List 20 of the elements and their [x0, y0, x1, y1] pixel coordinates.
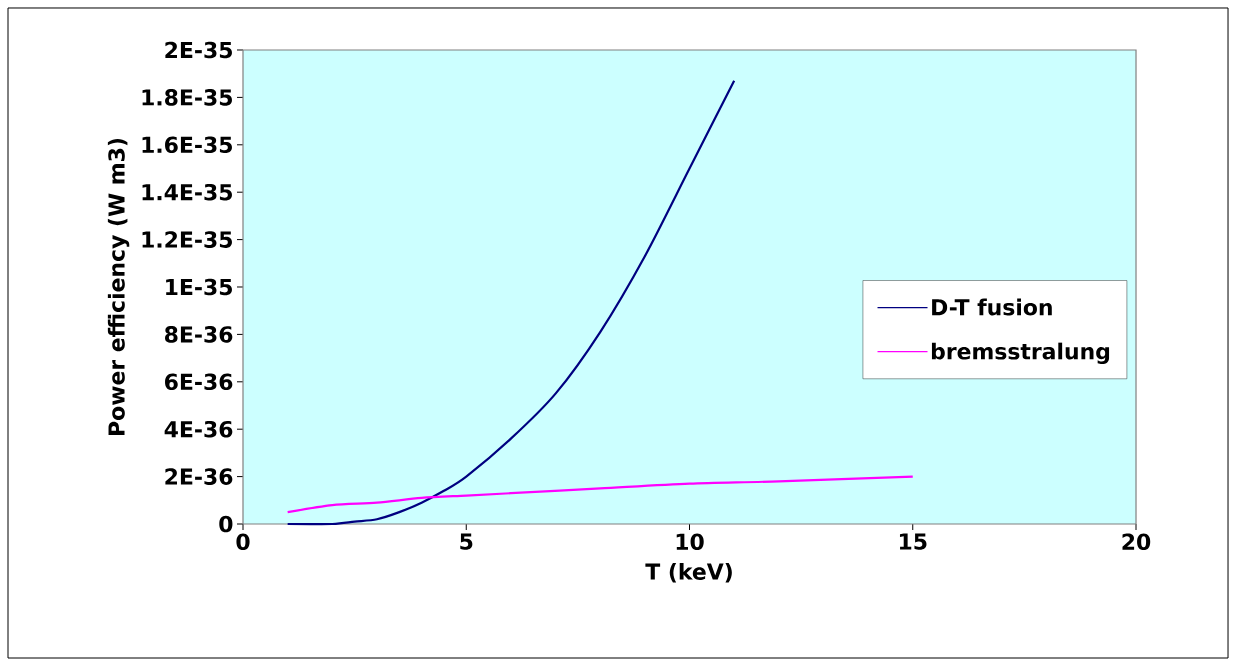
- y-tick-label: 1.4E-35: [142, 183, 232, 201]
- y-tick-label: 4E-36: [164, 420, 233, 438]
- legend-label: bremsstralung: [931, 342, 1110, 365]
- y-tick-label: 1.8E-35: [142, 89, 232, 106]
- y-tick-label: 8E-36: [165, 326, 233, 343]
- y-tick-label: 1.2E-35: [142, 231, 232, 248]
- y-tick-label: 2E-36: [165, 468, 233, 485]
- x-tick-label: 20: [1122, 533, 1151, 551]
- y-tick-label: 1E-35: [166, 278, 232, 296]
- y-tick-label: 1.6E-35: [142, 136, 232, 154]
- legend-label: D-T fusion: [932, 298, 1052, 316]
- x-tick-label: 10: [676, 533, 704, 551]
- y-tick-label: 0: [219, 515, 233, 533]
- x-axis-title: T (keV): [645, 562, 732, 583]
- y-tick-label: 2E-35: [165, 41, 232, 59]
- y-axis-title: Power efficiency (W m3): [107, 138, 130, 435]
- x-tick-label: 5: [460, 533, 473, 550]
- y-tick-label: 6E-36: [165, 373, 233, 391]
- x-tick-label: 15: [899, 533, 927, 550]
- x-tick-label: 0: [236, 533, 250, 551]
